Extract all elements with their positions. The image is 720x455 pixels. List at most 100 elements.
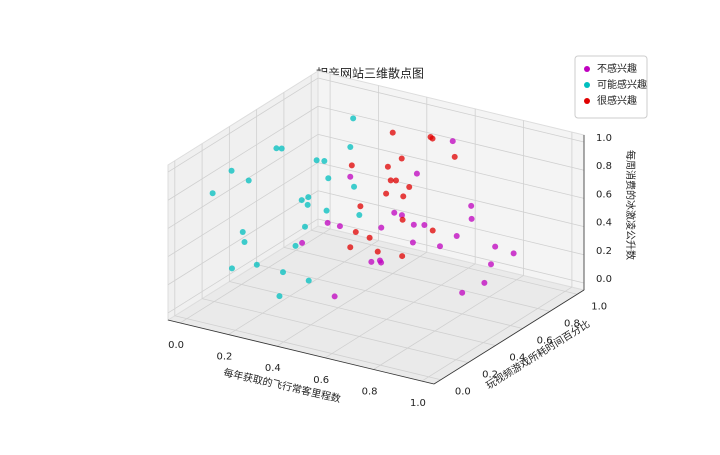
grid-line <box>317 134 585 199</box>
grid-line <box>373 275 524 370</box>
point <box>347 173 354 180</box>
point <box>384 163 391 170</box>
grid-line <box>174 315 441 381</box>
point <box>356 212 363 219</box>
point <box>228 167 235 174</box>
point <box>449 138 456 145</box>
point <box>398 155 405 162</box>
point <box>368 258 375 265</box>
legend-marker <box>584 66 590 72</box>
point <box>410 221 417 228</box>
point <box>413 170 420 177</box>
point <box>352 228 359 235</box>
axis-line <box>167 319 435 385</box>
y-tick-label: 0.6 <box>537 335 553 346</box>
point <box>325 175 332 182</box>
point <box>488 261 494 268</box>
point <box>429 227 436 234</box>
grid-line <box>421 286 573 382</box>
point <box>292 242 299 249</box>
point <box>398 212 405 219</box>
point <box>409 239 416 246</box>
x-tick-label: 0.4 <box>265 363 281 374</box>
point <box>400 193 407 200</box>
grid-line <box>317 218 585 284</box>
grid-line <box>317 105 585 171</box>
point <box>323 207 330 214</box>
legend-label: 很感兴趣 <box>597 94 637 107</box>
point <box>276 293 283 300</box>
legend-box <box>574 55 648 119</box>
grid-line <box>228 240 379 335</box>
x-tick-label: 1.0 <box>410 398 426 409</box>
z-tick-label: 0.0 <box>596 274 612 285</box>
point <box>399 253 406 260</box>
point <box>239 229 246 236</box>
point <box>278 145 285 152</box>
point <box>406 184 413 191</box>
point <box>366 234 373 241</box>
grid-line <box>167 190 319 286</box>
point <box>347 244 354 251</box>
grid-line <box>167 134 319 229</box>
grid-line <box>167 105 319 201</box>
grid-line <box>256 264 523 329</box>
y-tick-label: 0.8 <box>564 318 580 329</box>
point <box>387 177 394 184</box>
point <box>510 250 517 257</box>
z-tick-label: 1.0 <box>596 133 612 144</box>
grid-line <box>283 246 551 312</box>
point <box>492 243 499 250</box>
grid-line <box>201 298 469 364</box>
point <box>378 259 385 266</box>
point <box>299 239 306 246</box>
point <box>351 183 358 190</box>
point <box>421 222 428 229</box>
point <box>453 232 460 239</box>
x-tick-label: 0.8 <box>362 386 378 397</box>
point <box>280 269 286 276</box>
y-tick-label: 0.2 <box>482 370 498 381</box>
grid-line <box>167 77 319 173</box>
point <box>228 265 235 272</box>
grid-line <box>324 263 476 359</box>
grid-line <box>167 162 319 257</box>
point <box>209 190 216 197</box>
point <box>391 209 398 216</box>
z-tick-label: 0.6 <box>596 189 612 200</box>
x-tick-label: 0.6 <box>313 375 329 386</box>
z-tick-label: 0.8 <box>596 161 612 172</box>
point <box>298 197 305 204</box>
legend-marker <box>584 82 590 88</box>
point <box>399 216 406 223</box>
z-tick-label: 0.4 <box>596 218 612 229</box>
point <box>253 261 260 268</box>
y-tick-label: 0.4 <box>509 353 525 364</box>
point <box>273 145 280 152</box>
point <box>436 243 443 250</box>
grid-line <box>229 281 496 346</box>
point <box>347 143 354 150</box>
point <box>304 201 311 208</box>
grid-line <box>317 77 585 143</box>
y-tick-label: 1.0 <box>591 301 607 312</box>
point <box>245 177 252 184</box>
grid-line <box>276 251 428 347</box>
x-tick-label: 0.0 <box>168 340 184 351</box>
y-tick-label: 0.0 <box>455 387 471 398</box>
point <box>481 279 488 286</box>
legend-marker <box>584 98 590 104</box>
point <box>427 133 434 140</box>
point <box>348 162 355 169</box>
grid-line <box>167 218 319 314</box>
point <box>378 224 385 231</box>
point <box>302 223 308 230</box>
point <box>313 157 320 164</box>
point <box>459 289 466 296</box>
point <box>305 194 312 201</box>
point <box>383 190 390 197</box>
point <box>331 293 338 300</box>
grid-line <box>317 162 585 227</box>
point <box>468 202 475 209</box>
